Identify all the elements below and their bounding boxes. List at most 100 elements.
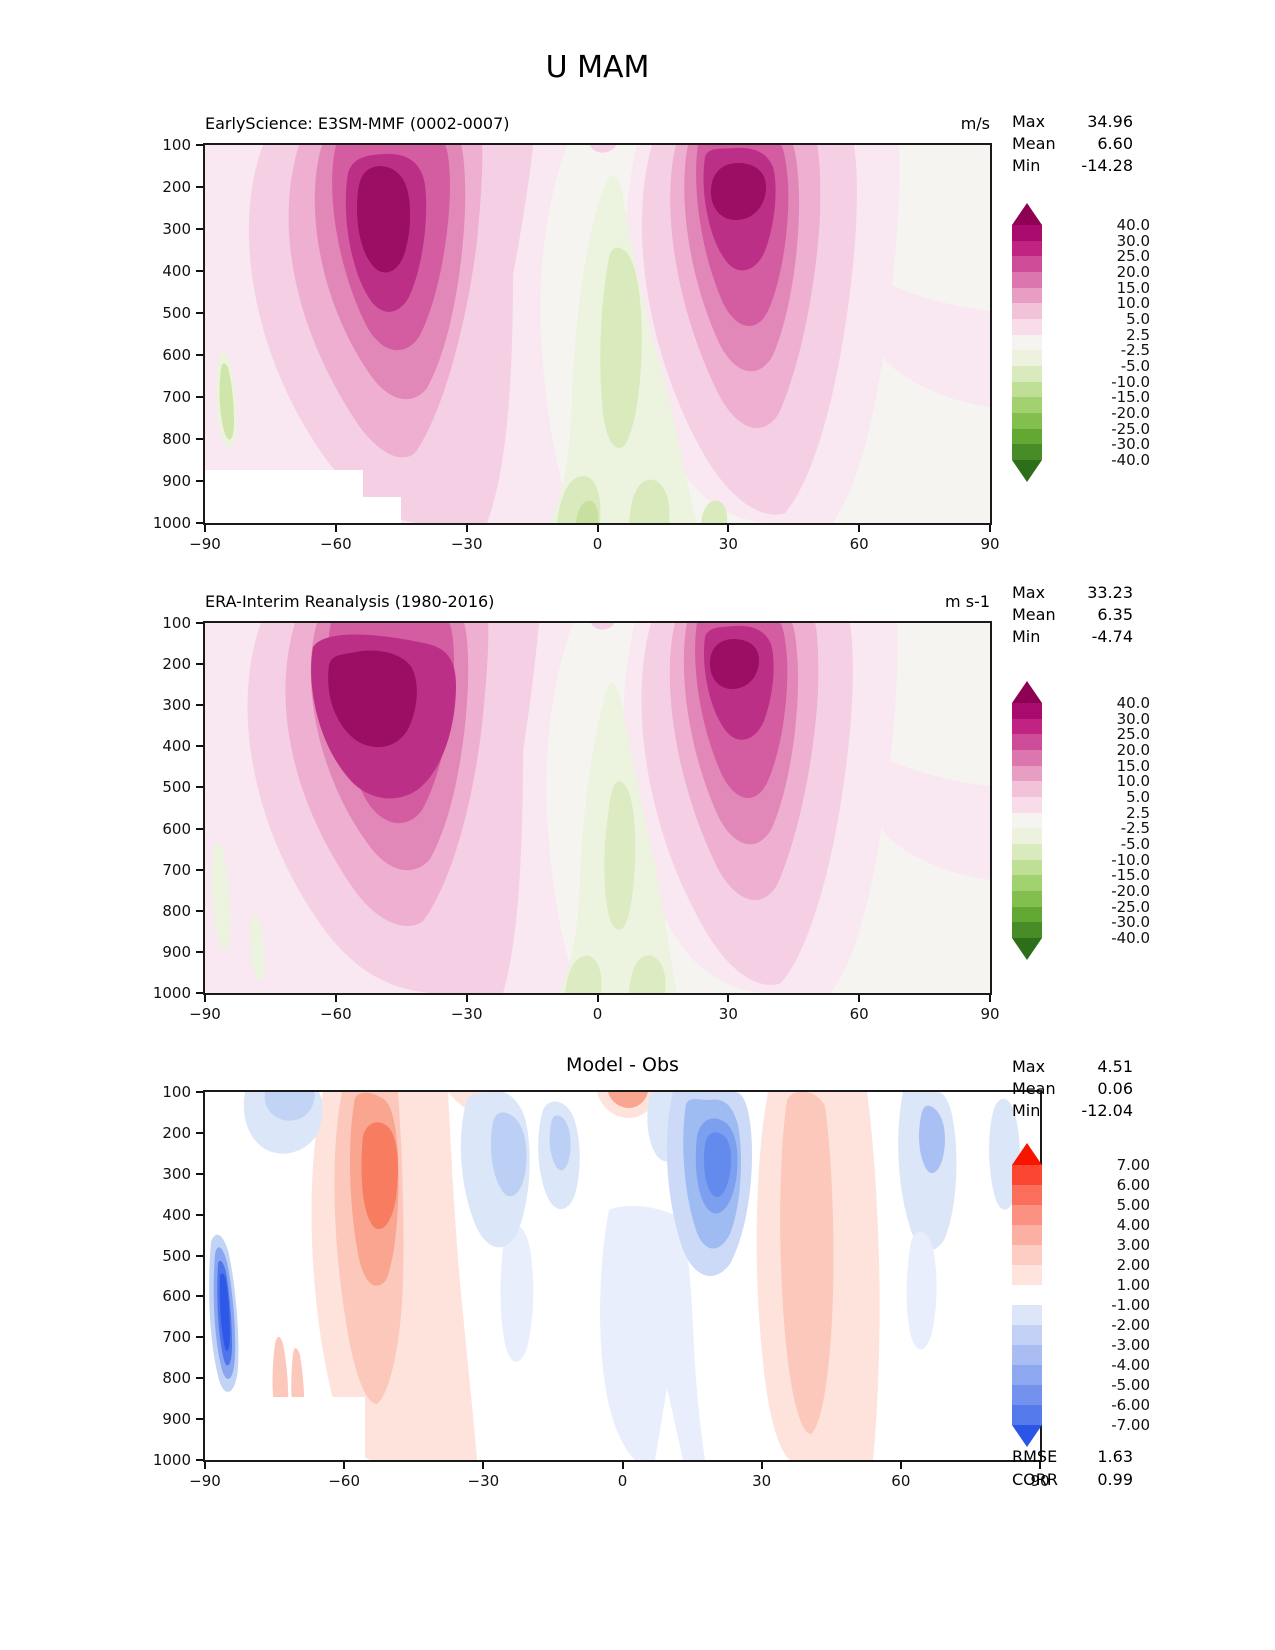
y-tick-label: 400 — [162, 1205, 191, 1224]
y-tick-mark — [196, 622, 203, 624]
y-tick-mark — [196, 270, 203, 272]
colorbar-segment — [1012, 1225, 1042, 1245]
x-tick-label: −90 — [189, 1472, 221, 1490]
x-tick-label: 0 — [592, 535, 603, 553]
colorbar-segment — [1012, 1285, 1042, 1305]
colorbar-tick-label: -3.00 — [1111, 1336, 1150, 1354]
stat-value: -4.74 — [1091, 627, 1133, 646]
x-tick-label: −60 — [320, 1005, 352, 1023]
colorbar-tick-label: 25.0 — [1116, 247, 1150, 266]
colorbar-tick-label: 20.0 — [1116, 263, 1150, 281]
panel-title-diff: Model - Obs — [566, 1054, 679, 1076]
x-tick-label: 30 — [752, 1472, 772, 1490]
x-tick-mark — [621, 1462, 624, 1469]
y-tick-label: 600 — [162, 346, 191, 364]
colorbar-segment — [1012, 334, 1042, 351]
y-tick-label: 400 — [162, 737, 191, 756]
x-tick-mark — [727, 525, 730, 532]
y-tick-mark — [196, 1336, 203, 1339]
colorbar-segment — [1012, 718, 1042, 735]
y-tick-mark — [196, 144, 203, 146]
colorbar-segment — [1012, 1305, 1042, 1325]
colorbar-segment — [1012, 781, 1042, 797]
colorbar-tick-label: -30.0 — [1111, 435, 1150, 454]
colorbar — [1012, 681, 1042, 960]
y-tick-mark — [196, 1213, 203, 1216]
plot-area-obs — [203, 621, 992, 995]
x-tick-mark — [343, 1462, 346, 1469]
stat-row: Max 33.23 — [1012, 582, 1133, 604]
y-tick-label: 700 — [162, 1328, 191, 1347]
y-tick-label: 800 — [162, 430, 191, 448]
x-tick-mark — [727, 995, 730, 1002]
x-tick-label: 60 — [891, 1472, 911, 1490]
colorbar-segment — [1012, 1385, 1042, 1405]
footer-stat-value: 1.63 — [1097, 1447, 1133, 1466]
stat-value: -14.28 — [1081, 156, 1133, 175]
y-tick-label: 800 — [162, 1369, 191, 1388]
y-tick-mark — [196, 1295, 203, 1298]
colorbar-tick-label: -20.0 — [1111, 882, 1150, 900]
colorbar-segment — [1012, 381, 1042, 398]
y-tick-label: 700 — [162, 388, 191, 406]
y-tick-label: 300 — [162, 696, 191, 715]
y-tick-label: 700 — [162, 860, 191, 879]
colorbar — [1012, 203, 1042, 482]
panel-title-obs: ERA-Interim Reanalysis (1980-2016) — [205, 592, 495, 611]
stat-value: 0.06 — [1097, 1079, 1133, 1098]
x-tick-label: 90 — [1030, 1472, 1050, 1490]
panel-units-model: m/s — [960, 114, 990, 133]
y-tick-mark — [196, 186, 203, 188]
stat-row: Min -4.74 — [1012, 626, 1133, 648]
stat-row: Max 34.96 — [1012, 111, 1133, 133]
colorbar-segment — [1012, 1165, 1042, 1185]
colorbar-tick-label: 15.0 — [1116, 278, 1150, 297]
colorbar-tick-label: -6.00 — [1111, 1396, 1150, 1414]
y-tick-label: 300 — [162, 1164, 191, 1183]
x-tick-label: −60 — [328, 1472, 360, 1490]
x-tick-mark — [760, 1462, 763, 1469]
colorbar-segment — [1012, 428, 1042, 445]
colorbar — [1012, 1143, 1042, 1447]
colorbar-segment — [1012, 796, 1042, 813]
y-tick-label: 500 — [162, 778, 191, 797]
colorbar-tick-label: 1.00 — [1116, 1276, 1150, 1294]
colorbar-segment — [1012, 203, 1042, 225]
colorbar-segment — [1012, 350, 1042, 366]
colorbar-tick-label: -10.0 — [1111, 372, 1150, 391]
y-tick-mark — [196, 1418, 203, 1421]
x-tick-mark — [596, 525, 599, 532]
stat-row: Min -14.28 — [1012, 155, 1133, 177]
y-tick-label: 300 — [162, 220, 191, 238]
colorbar-segment — [1012, 937, 1042, 960]
footer-stat-row: CORR 0.99 — [1012, 1469, 1133, 1491]
colorbar-tick-label: 30.0 — [1116, 709, 1150, 728]
colorbar-tick-label: -20.0 — [1111, 404, 1150, 422]
colorbar-tick-label: 2.00 — [1116, 1256, 1150, 1274]
y-tick-label: 100 — [162, 614, 191, 632]
colorbar-segment — [1012, 843, 1042, 860]
colorbar-segment — [1012, 922, 1042, 938]
colorbar-tick-label: -1.00 — [1111, 1296, 1150, 1314]
colorbar-tick-label: -4.00 — [1111, 1356, 1150, 1374]
colorbar-segment — [1012, 271, 1042, 288]
x-tick-mark — [465, 995, 468, 1002]
colorbar-segment — [1012, 890, 1042, 907]
y-tick-label: 1000 — [152, 1451, 191, 1469]
colorbar-segment — [1012, 1405, 1042, 1425]
colorbar-tick-label: 10.0 — [1116, 294, 1150, 313]
colorbar-tick-label: 2.5 — [1126, 803, 1150, 822]
colorbar-tick-label: 5.0 — [1126, 310, 1150, 328]
footer-stat-label: RMSE — [1012, 1447, 1058, 1466]
footer-stat-value: 0.99 — [1097, 1470, 1133, 1489]
figure-title: U MAM — [545, 50, 650, 85]
y-tick-mark — [196, 745, 203, 748]
stat-value: -12.04 — [1081, 1101, 1133, 1120]
y-tick-label: 100 — [162, 136, 191, 154]
colorbar-segment — [1012, 1245, 1042, 1265]
y-tick-label: 900 — [162, 942, 191, 961]
colorbar-tick-label: -5.00 — [1111, 1376, 1150, 1394]
colorbar-tick-label: -40.0 — [1111, 929, 1150, 947]
stat-label: Max — [1012, 1057, 1046, 1076]
y-tick-mark — [196, 868, 203, 871]
